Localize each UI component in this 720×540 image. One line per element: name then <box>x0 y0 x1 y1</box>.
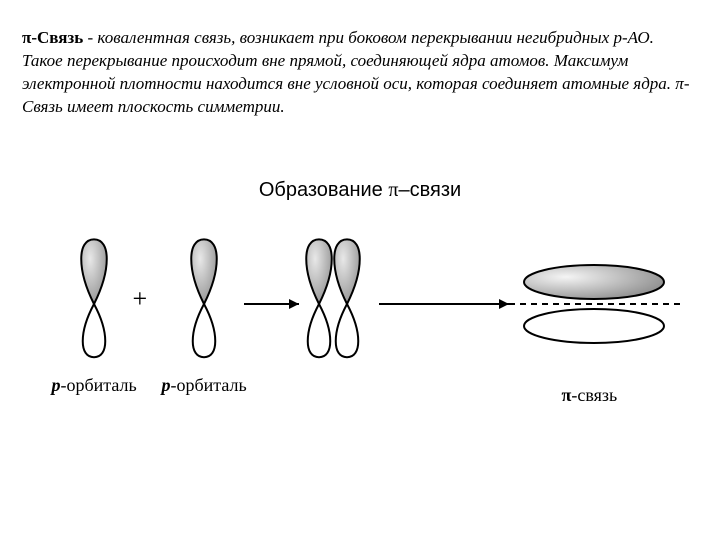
orbitals-svg <box>34 230 687 385</box>
label-pi-bond: π-связь <box>562 385 618 406</box>
def-lead: -Связь <box>31 28 83 47</box>
title-pre: Образование <box>259 179 389 201</box>
label-p2-it: р <box>162 375 171 395</box>
title-pi: π <box>388 179 398 201</box>
label-p-orbital-1: р-орбиталь <box>52 375 137 396</box>
label-p-orbital-2: р-орбиталь <box>162 375 247 396</box>
label-p2-rest: -орбиталь <box>171 375 247 395</box>
diagram-title: Образование π–связи <box>22 179 698 202</box>
label-pi-rest: -связь <box>571 385 617 405</box>
title-post: –связи <box>398 179 461 201</box>
pi-symbol: π <box>22 28 31 47</box>
label-p1-rest: -орбиталь <box>61 375 137 395</box>
pi-bond-diagram: + р-орбиталь р-орбиталь π-связь <box>34 230 687 390</box>
definition-paragraph: π-Связь - ковалентная связь, возникает п… <box>22 27 698 119</box>
def-body: - ковалентная связь, возникает при боков… <box>22 28 689 116</box>
label-p1-it: р <box>52 375 61 395</box>
plus-sign: + <box>133 284 148 314</box>
label-pi-sym: π <box>562 385 572 405</box>
